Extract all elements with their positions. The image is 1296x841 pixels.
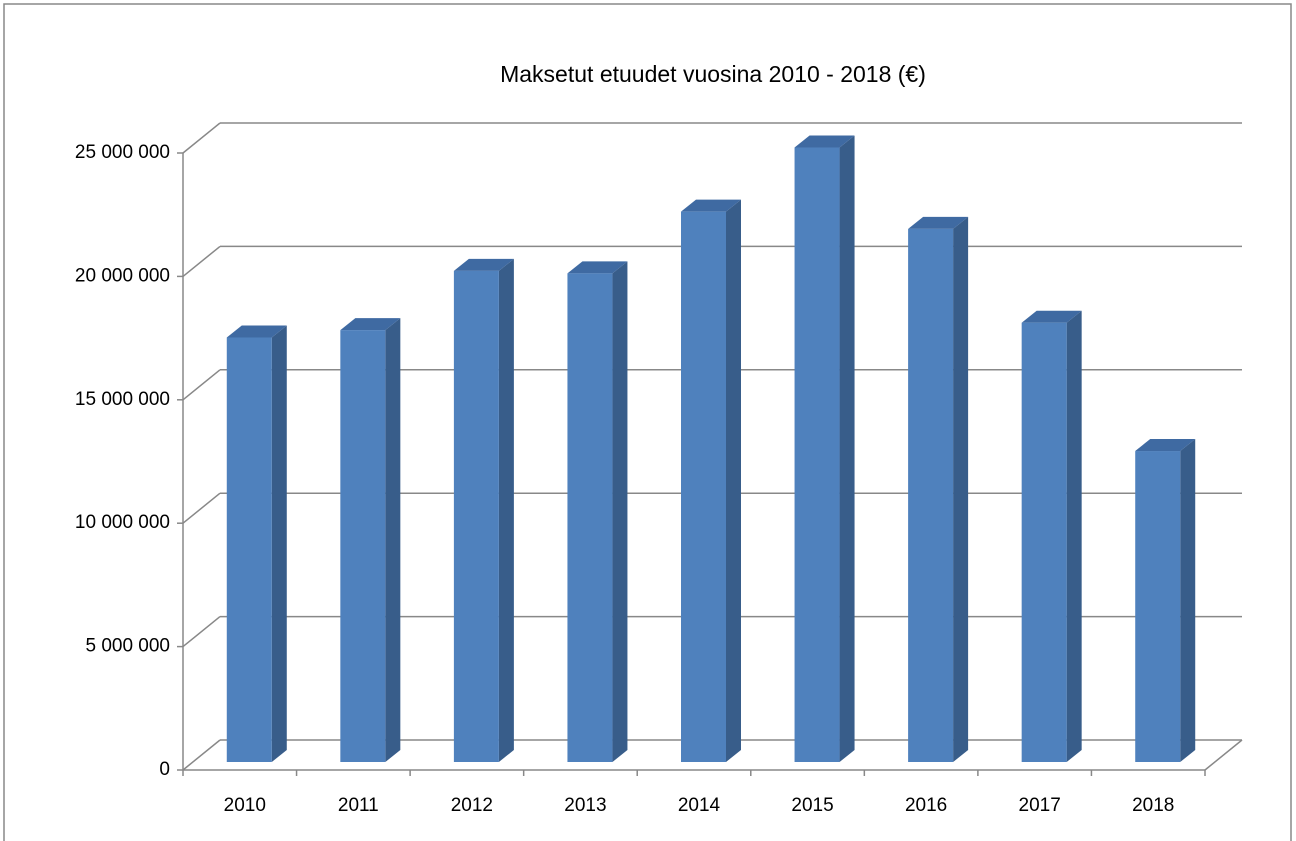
bar-side bbox=[1066, 310, 1082, 762]
bar-side bbox=[839, 135, 855, 762]
bar-top bbox=[340, 318, 401, 331]
x-tick-label: 2017 bbox=[1019, 795, 1061, 816]
x-tick-label: 2016 bbox=[905, 795, 947, 816]
y-tick-label: 10 000 000 bbox=[75, 512, 170, 533]
bar-top bbox=[453, 258, 514, 271]
y-tick-label: 15 000 000 bbox=[75, 389, 170, 410]
bar bbox=[908, 228, 954, 763]
y-tick-label: 25 000 000 bbox=[75, 142, 170, 163]
bar bbox=[567, 273, 613, 762]
x-tick-label: 2015 bbox=[791, 795, 833, 816]
x-tick-label: 2012 bbox=[451, 795, 493, 816]
bar bbox=[340, 330, 386, 762]
x-tick-label: 2010 bbox=[224, 795, 266, 816]
bar-top bbox=[794, 135, 855, 148]
bar bbox=[681, 211, 726, 763]
bar-top bbox=[1021, 310, 1082, 323]
floor-edge bbox=[1204, 739, 1243, 771]
bar-side bbox=[726, 199, 741, 763]
bar-side bbox=[498, 258, 514, 762]
grid-line bbox=[182, 122, 221, 154]
bar bbox=[1135, 451, 1181, 762]
y-tick-label: 0 bbox=[159, 759, 170, 780]
bar bbox=[226, 337, 272, 762]
y-tick-label: 20 000 000 bbox=[75, 265, 170, 286]
x-tick-label: 2018 bbox=[1132, 795, 1174, 816]
bar-top bbox=[226, 325, 287, 338]
grid-line bbox=[182, 369, 221, 401]
bar-side bbox=[1180, 439, 1196, 762]
bar bbox=[794, 147, 840, 762]
bar bbox=[1021, 322, 1067, 762]
grid-line bbox=[182, 245, 221, 277]
x-tick-label: 2014 bbox=[678, 795, 721, 816]
bar-side bbox=[612, 261, 628, 762]
bar-top bbox=[681, 199, 741, 212]
bar-top bbox=[1135, 439, 1196, 452]
y-tick-label: 5 000 000 bbox=[85, 636, 170, 657]
x-tick-label: 2013 bbox=[564, 795, 606, 816]
bar-top bbox=[908, 216, 969, 229]
bar-side bbox=[271, 325, 287, 762]
x-tick-label: 2011 bbox=[338, 795, 379, 816]
grid-line bbox=[182, 492, 221, 524]
bar bbox=[453, 270, 499, 762]
chart-title: Maksetut etuudet vuosina 2010 - 2018 (€) bbox=[500, 61, 926, 87]
grid-line bbox=[182, 739, 221, 771]
grid-line bbox=[182, 616, 221, 648]
chart-frame bbox=[3, 3, 1292, 841]
bar-side bbox=[385, 318, 401, 762]
bar-side bbox=[953, 216, 969, 763]
bar-top bbox=[567, 261, 628, 274]
